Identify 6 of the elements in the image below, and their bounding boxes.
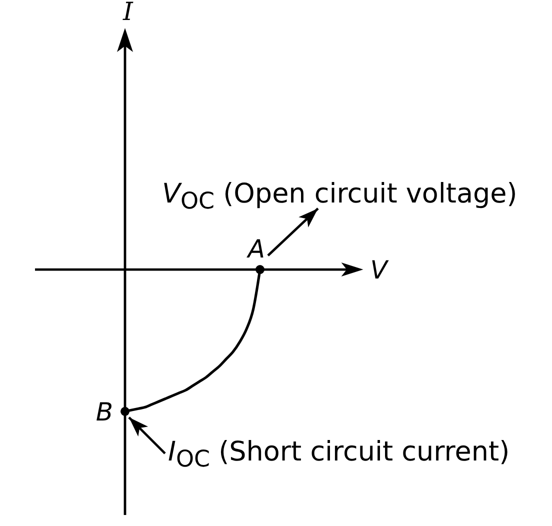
text: A	[246, 234, 265, 264]
text: V$_{OC}$ (Open circuit voltage)	[162, 178, 518, 214]
x-axis-title: V	[370, 256, 390, 285]
text: B	[96, 397, 113, 426]
text: I$_{OC}$ (Short circuit current)	[168, 436, 510, 472]
text: I	[122, 0, 134, 26]
